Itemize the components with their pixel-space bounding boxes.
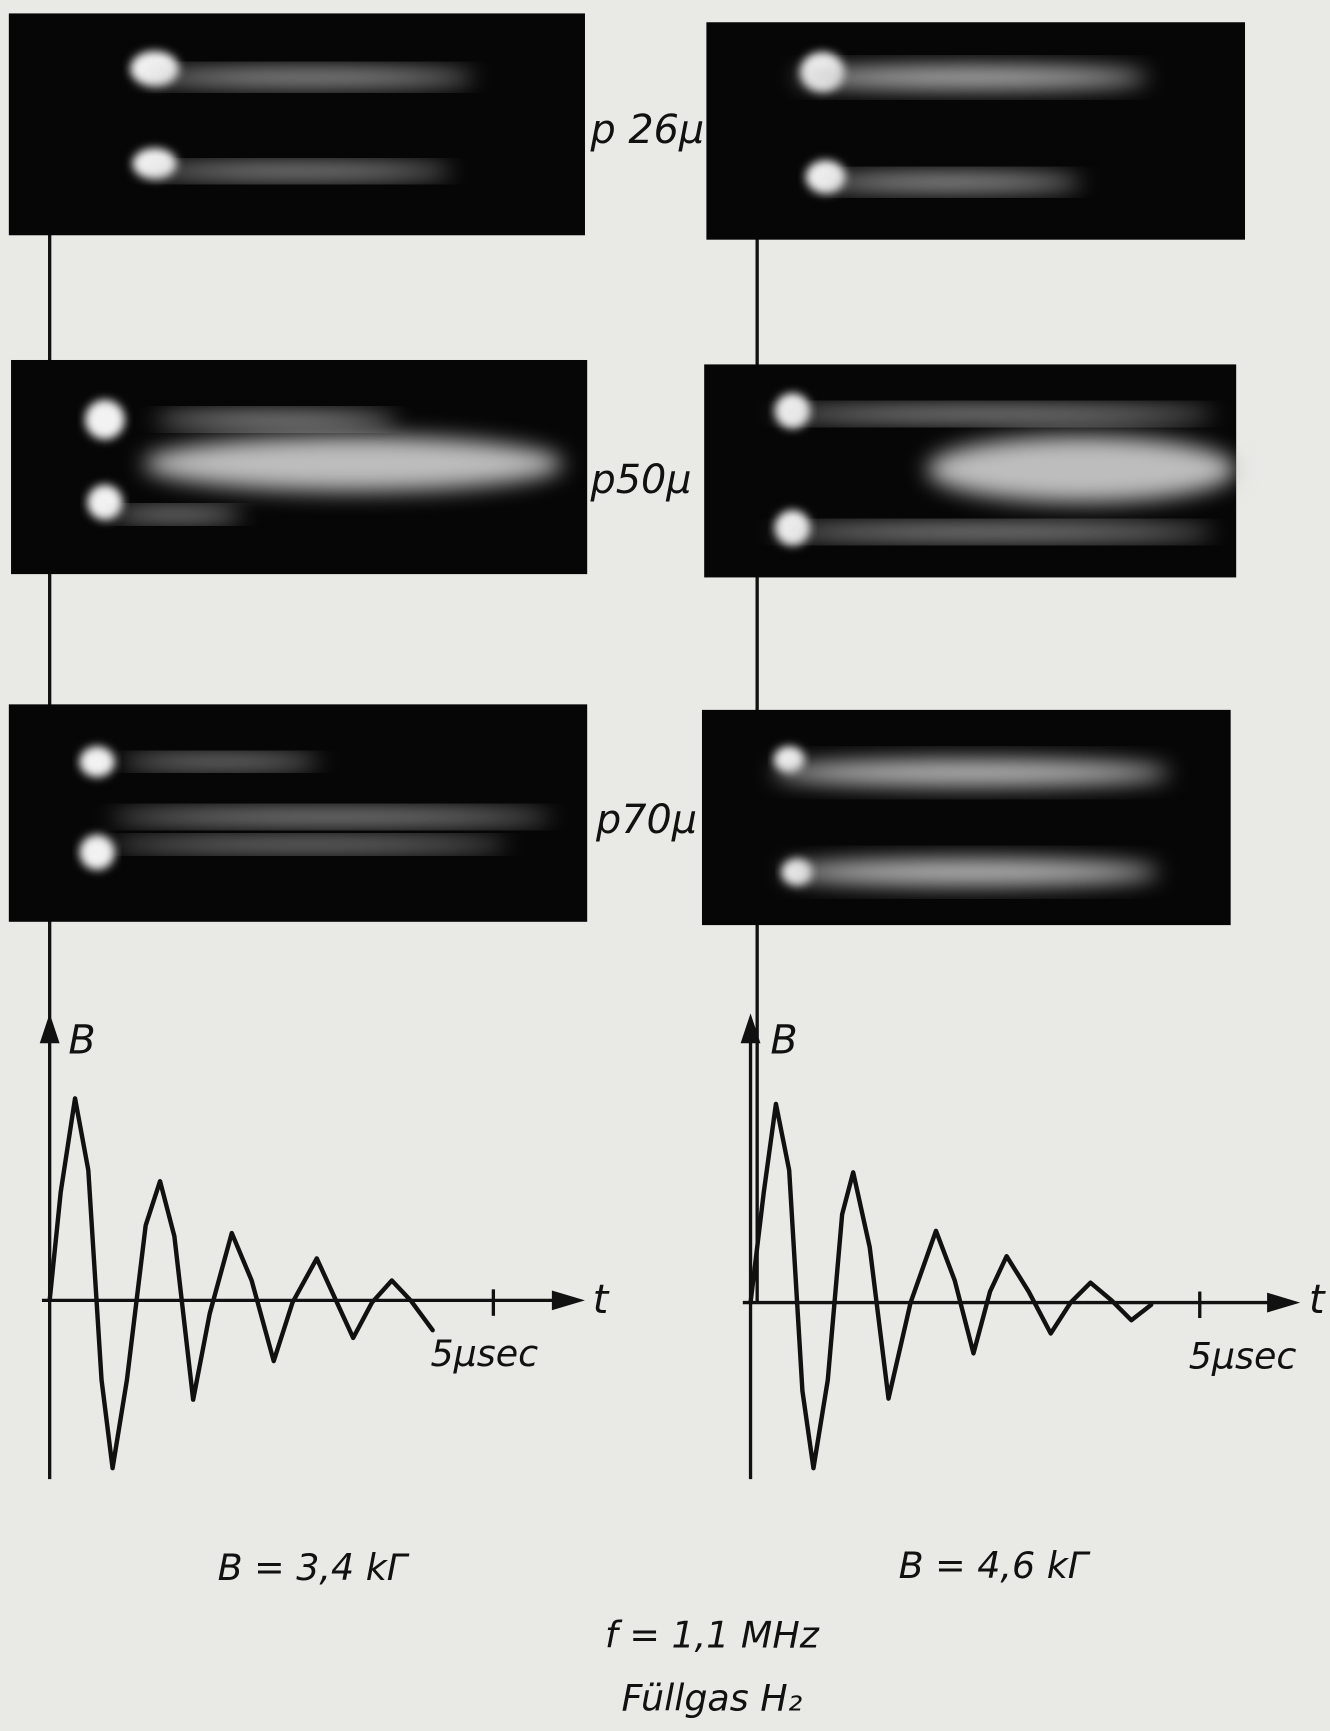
y-axis-label: B [770,1018,797,1064]
gas-note: Füllgas H₂ [622,1676,803,1719]
pressure-label: p 26μ [589,107,704,153]
tick-label: 5μsec [1189,1334,1297,1377]
photo [11,359,588,575]
photo [706,22,1246,240]
waveform-plot [39,1013,585,1471]
photo [8,704,588,922]
caption: B = 4,6 kΓ [899,1544,1091,1587]
x-axis-label: t [1309,1277,1326,1323]
photo [8,13,585,236]
x-axis-label: t [593,1277,610,1323]
pressure-label: p70μ [595,797,697,843]
pressure-label: p50μ [589,457,691,503]
y-axis-label: B [68,1018,95,1064]
waveform-plot [740,1013,1301,1480]
frequency-note: f = 1,1 MHz [605,1614,820,1657]
photo [704,364,1237,578]
caption: B = 3,4 kΓ [218,1546,410,1589]
photo [701,709,1231,926]
tick-label: 5μsec [430,1332,538,1375]
